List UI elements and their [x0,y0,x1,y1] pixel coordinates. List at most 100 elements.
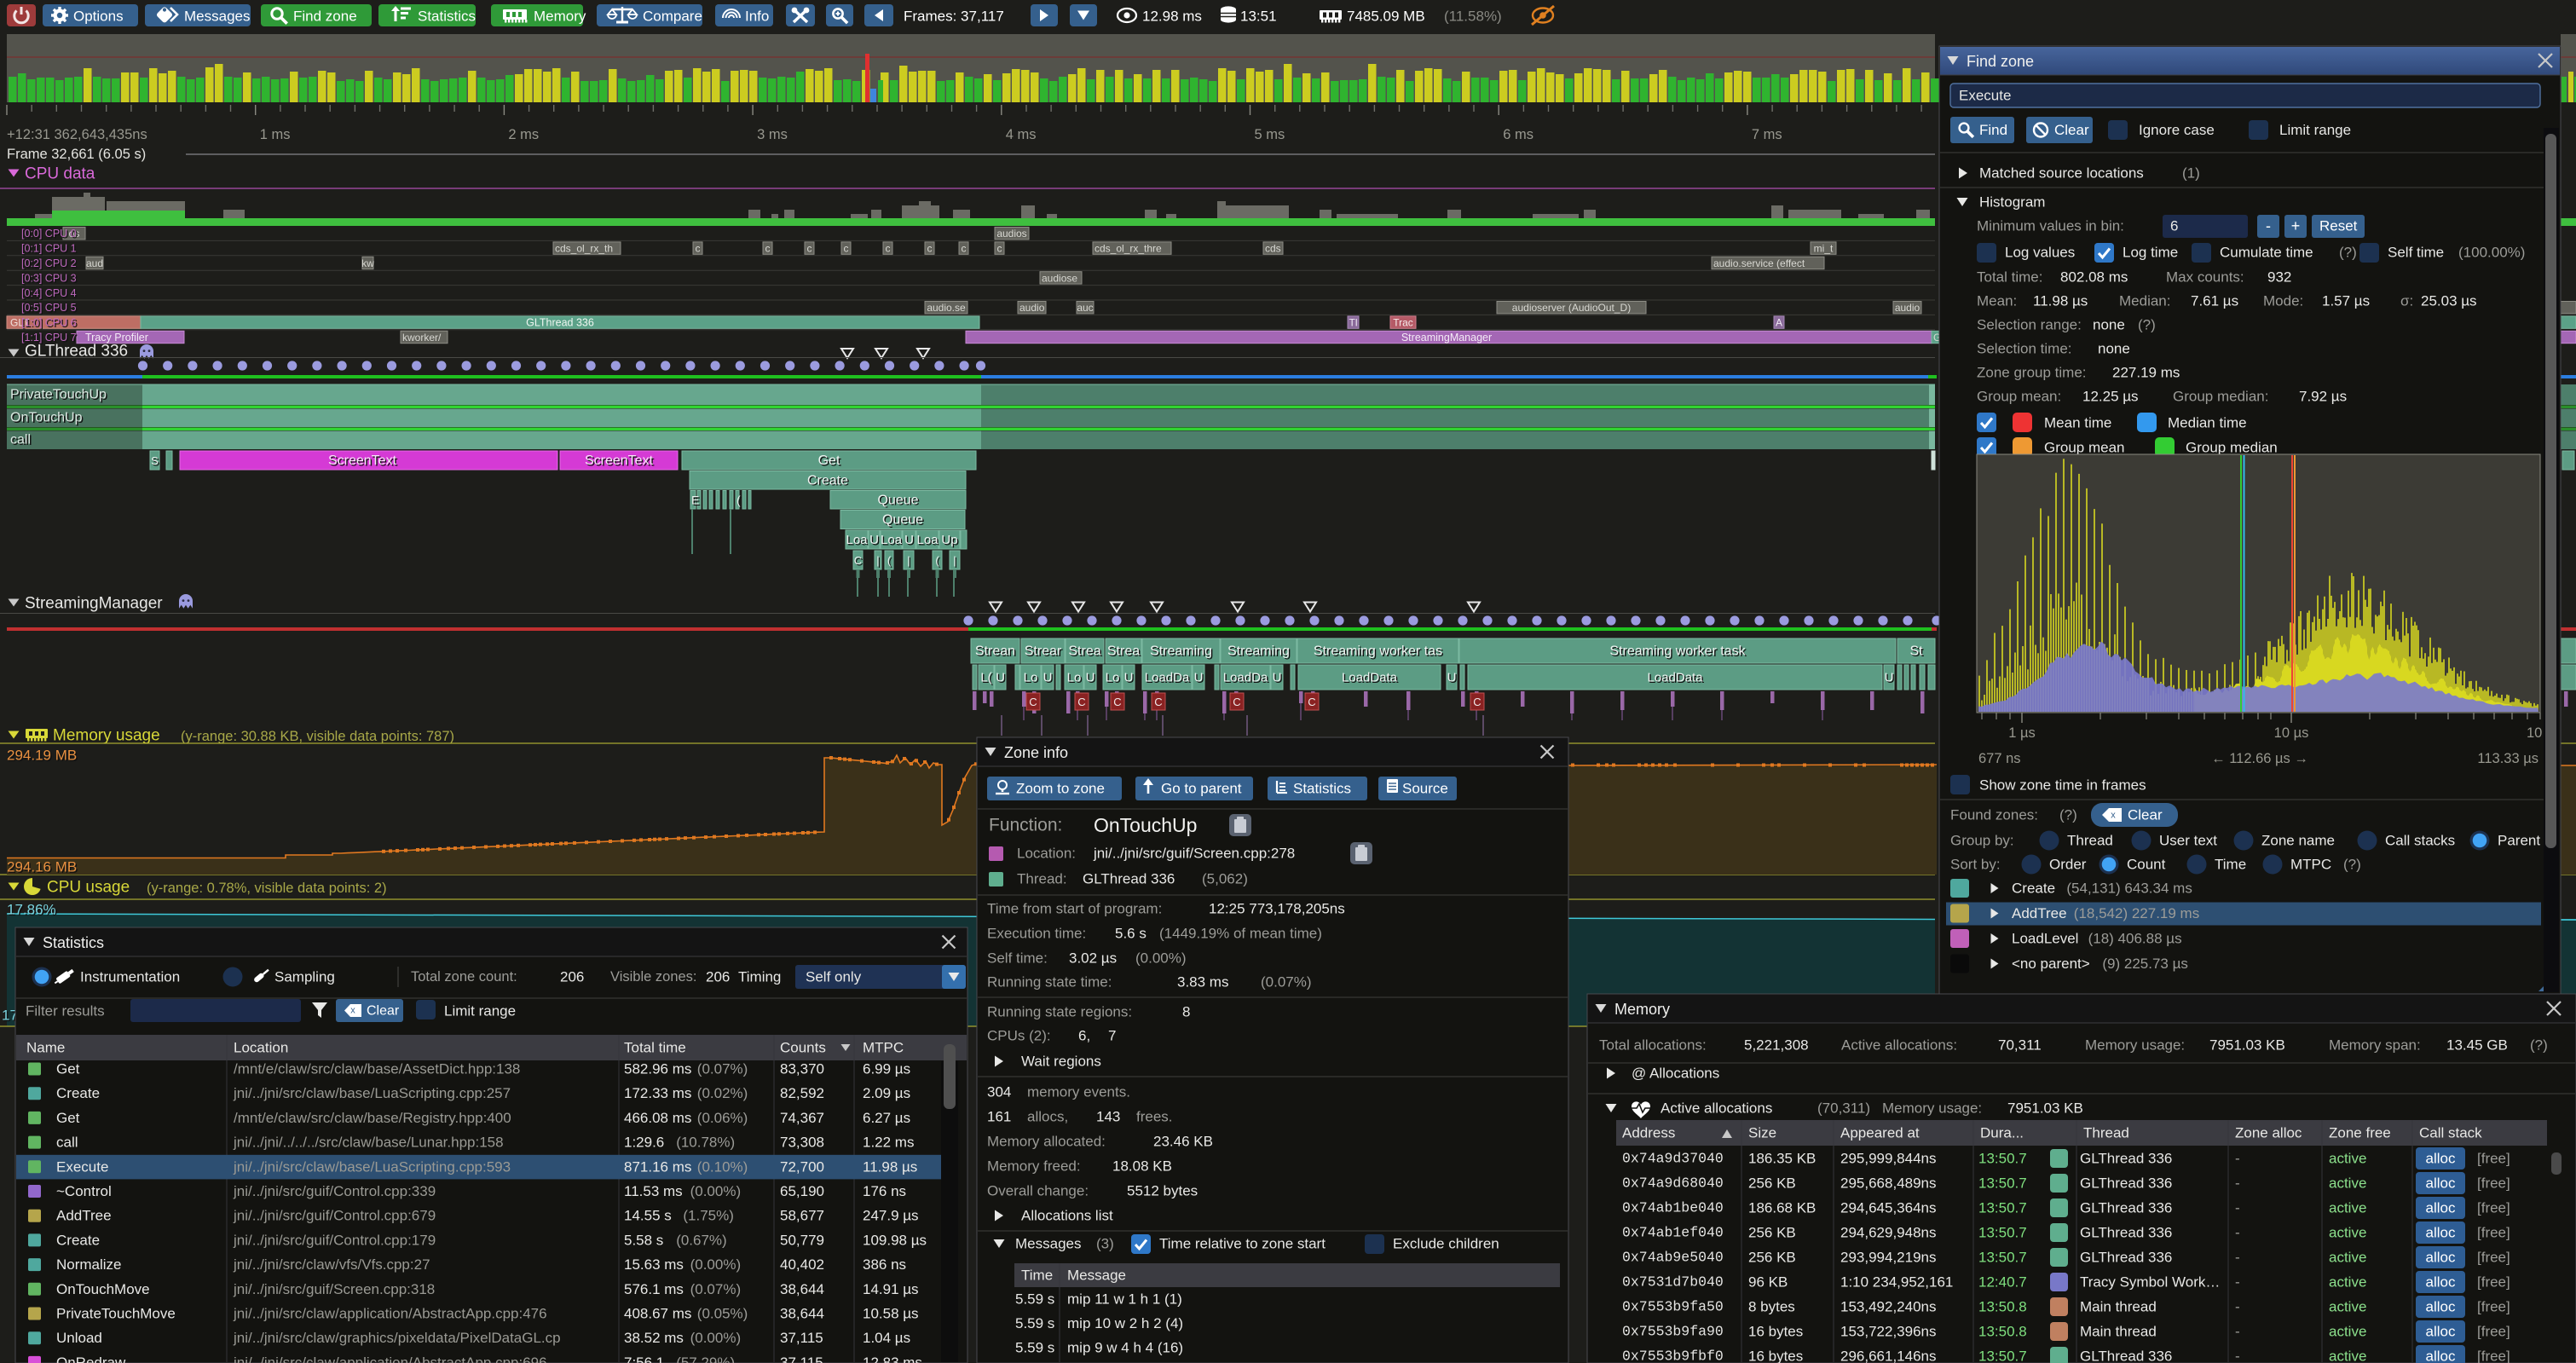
svg-text:72,700: 72,700 [780,1158,824,1175]
svg-text:Mean:: Mean: [1977,293,2017,309]
svg-text:Visible zones:: Visible zones: [610,969,697,985]
svg-text:Self time:: Self time: [987,950,1048,967]
svg-text:U: U [906,534,915,549]
svg-text:call: call [12,434,32,448]
svg-text:206: 206 [560,969,584,985]
svg-text:-: - [2235,1175,2240,1192]
svg-text:16 bytes: 16 bytes [1748,1324,1803,1340]
svg-text:(54,131) 643.34 ms: (54,131) 643.34 ms [2066,881,2192,897]
svg-text:Limit range: Limit range [2279,122,2351,138]
svg-text:Order: Order [2049,857,2087,873]
svg-text:(5,062): (5,062) [1202,871,1248,887]
svg-text:11.98 µs: 11.98 µs [863,1158,917,1175]
svg-text:U: U [1124,671,1134,685]
svg-text:Zone alloc: Zone alloc [2235,1125,2302,1141]
svg-text:U: U [904,533,914,547]
svg-text:7951.03 KB: 7951.03 KB [2007,1100,2083,1117]
svg-text:Running state regions:: Running state regions: [987,1004,1132,1020]
svg-text:38,644: 38,644 [780,1306,824,1322]
svg-text:/mnt/e/claw/src/claw/base/Asse: /mnt/e/claw/src/claw/base/AssetDict.hpp:… [234,1061,520,1077]
svg-text:10: 10 [2527,725,2542,741]
svg-text:Main thread: Main thread [2080,1324,2157,1340]
svg-text:active: active [2329,1250,2366,1266]
svg-text:Find zone: Find zone [293,9,357,25]
svg-text:Call stacks: Call stacks [2385,833,2455,849]
svg-text:153,492,240ns: 153,492,240ns [1840,1299,1937,1315]
svg-text:294,629,948ns: 294,629,948ns [1840,1225,1937,1241]
svg-text:Limit range: Limit range [444,1003,516,1019]
svg-text:OnTouchMove: OnTouchMove [56,1281,150,1297]
svg-text:Streaming worker tas: Streaming worker tas [1314,645,1443,660]
svg-text:(: ( [887,554,892,567]
svg-text:E: E [693,494,701,508]
svg-text:[free]: [free] [2477,1349,2510,1363]
svg-text:Call stack: Call stack [2419,1125,2482,1141]
svg-text:[1:1] CPU 7: [1:1] CPU 7 [23,333,78,345]
svg-text:(?): (?) [2343,857,2361,873]
svg-text:Minimum values in bin:: Minimum values in bin: [1977,218,2124,234]
svg-text:(: ( [736,494,741,507]
svg-text:Wait regions: Wait regions [1021,1054,1101,1070]
svg-text:Execution time:: Execution time: [987,926,1086,942]
svg-text:mi_t: mi_t [1814,243,1834,255]
svg-text:OnTouchUp: OnTouchUp [1094,814,1197,836]
svg-text:Function:: Function: [989,816,1062,835]
svg-text:Time relative to zone start: Time relative to zone start [1159,1236,1326,1252]
svg-text:Streaming: Streaming [1152,645,1214,660]
svg-text:(0.07%): (0.07%) [697,1061,748,1077]
svg-text:Loa: Loa [881,533,903,547]
svg-text:Mean time: Mean time [2044,415,2111,431]
svg-text:932: 932 [2267,269,2291,286]
svg-text:[0:1] CPU 1: [0:1] CPU 1 [23,244,78,256]
svg-text:GLThread 336: GLThread 336 [2080,1175,2172,1192]
svg-text:176 ns: 176 ns [863,1183,906,1199]
svg-text:-: - [2235,1324,2240,1340]
svg-text:Matched source locations: Matched source locations [1979,165,2144,182]
svg-text:auc: auc [1077,302,1093,314]
svg-text:Reset: Reset [2319,218,2358,234]
svg-text:CPU usage: CPU usage [47,879,130,897]
svg-text:Create: Create [2012,881,2055,897]
svg-text:active: active [2329,1151,2366,1167]
svg-text:1 ms: 1 ms [260,127,291,142]
svg-text:Compare: Compare [643,9,702,25]
svg-text:Source: Source [1402,781,1448,797]
svg-text:OnRedraw: OnRedraw [56,1354,126,1363]
svg-text:Queue: Queue [879,494,920,509]
svg-text:3 ms: 3 ms [757,127,788,142]
svg-text:Find zone: Find zone [1967,53,2034,70]
svg-text:LoadDa: LoadDa [1145,671,1190,685]
svg-text:~Control: ~Control [56,1183,112,1199]
svg-text:Time from start of program:: Time from start of program: [987,901,1162,917]
svg-text:ScreenText: ScreenText [585,453,654,468]
svg-text:5.6 s: 5.6 s [1115,926,1146,942]
svg-text:+: + [2291,217,2301,234]
svg-text:Strea: Strea [1107,644,1140,659]
svg-text:U: U [1125,672,1135,686]
svg-text:GLThread 336: GLThread 336 [1083,871,1175,887]
svg-text:← 112.66 µs →: ← 112.66 µs → [2211,751,2308,766]
svg-text:active: active [2329,1349,2366,1363]
svg-text:alloc: alloc [2426,1175,2456,1192]
svg-text:/mnt/e/claw/src/claw/base/Regi: /mnt/e/claw/src/claw/base/Registry.hpp:4… [234,1110,511,1126]
svg-text:Messages: Messages [184,9,250,25]
svg-text:[0:3] CPU 3: [0:3] CPU 3 [23,274,78,286]
svg-text:17.86%: 17.86% [9,903,58,919]
svg-text:Thread:: Thread: [1017,871,1067,887]
svg-text:7951.03 KB: 7951.03 KB [2209,1037,2285,1054]
svg-text:U: U [1086,671,1095,685]
svg-text:LoadData: LoadData [1342,671,1398,685]
svg-text:Filter results: Filter results [26,1003,105,1019]
svg-text:memory events.: memory events. [1027,1084,1130,1100]
svg-text:(18,542) 227.19 ms: (18,542) 227.19 ms [2074,905,2199,921]
svg-text:c: c [696,243,701,255]
svg-text:12:25 773,178,205ns: 12:25 773,178,205ns [1209,901,1345,917]
svg-text:576.1 ms: 576.1 ms [624,1281,684,1297]
svg-text:5.59 s: 5.59 s [1015,1340,1054,1356]
svg-text:Loa: Loa [918,534,940,549]
svg-text:13.45 GB: 13.45 GB [2446,1037,2508,1054]
svg-text:active: active [2329,1200,2366,1216]
svg-text:Histogram: Histogram [1979,194,2045,211]
svg-text:143: 143 [1096,1109,1120,1125]
svg-text:466.08 ms: 466.08 ms [624,1110,691,1126]
